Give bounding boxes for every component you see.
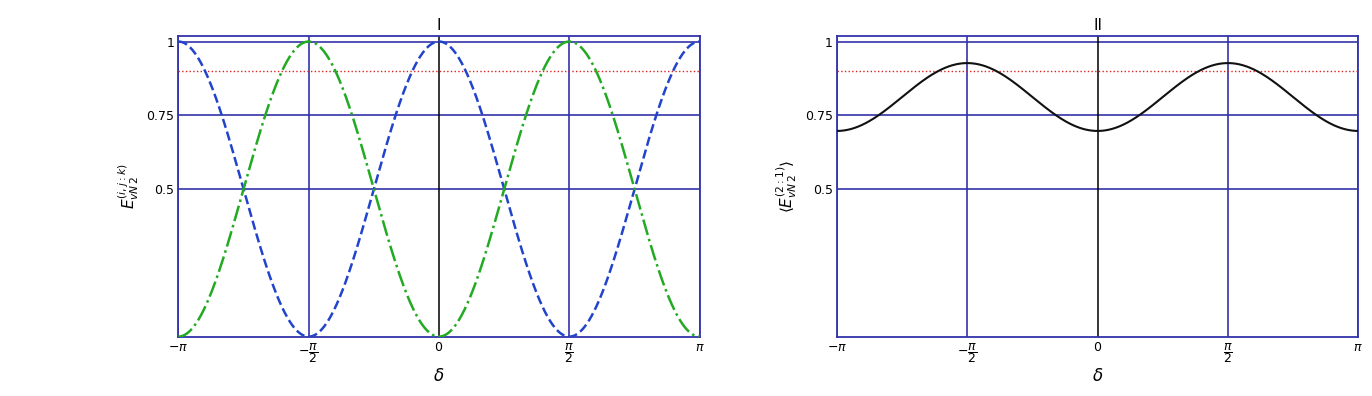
Title: II: II	[1093, 18, 1102, 33]
Y-axis label: $E_{\mathit{vN}\,2}^{(i,j:k)}$: $E_{\mathit{vN}\,2}^{(i,j:k)}$	[115, 163, 141, 209]
Title: I: I	[436, 18, 442, 33]
X-axis label: $\delta$: $\delta$	[434, 367, 445, 385]
X-axis label: $\delta$: $\delta$	[1092, 367, 1103, 385]
Y-axis label: $\langle E_{\mathit{vN}\,2}^{(2:1)} \rangle$: $\langle E_{\mathit{vN}\,2}^{(2:1)} \ran…	[774, 160, 800, 213]
